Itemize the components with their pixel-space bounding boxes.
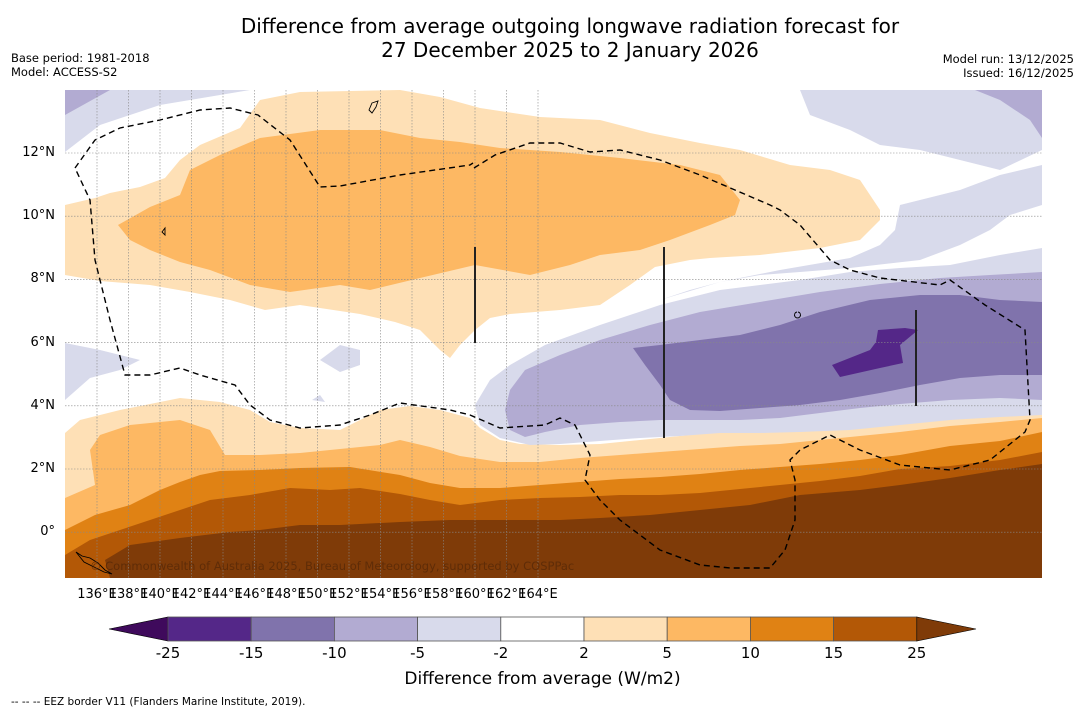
colorbar-tick-label: 2 [579,644,589,662]
issued-date: Issued: 16/12/2025 [963,66,1074,80]
meta-right: Model run: 13/12/2025 Issued: 16/12/2025 [943,52,1074,80]
x-tick-label: 144°E [203,587,243,602]
y-tick-label: 12°N [22,145,55,160]
colorbar-bin [500,616,585,642]
colorbar [108,616,977,642]
island-png-north [75,551,113,575]
colorbar-bin [417,616,502,642]
base-period: Base period: 1981-2018 [11,51,150,65]
x-tick-label: 138°E [108,587,149,602]
map-title-line2: 27 December 2025 to 2 January 2026 [381,38,759,62]
contour-neg5-patch-west [65,343,140,400]
colorbar-tick-label: 10 [740,644,760,662]
contour-pos25-south [65,464,1042,578]
model-run: Model run: 13/12/2025 [942,52,1074,66]
x-tick-label: 150°E [297,587,338,602]
colorbar-bin [333,616,418,642]
colorbar-tick-label: -15 [238,644,264,662]
map-title: Difference from average outgoing longwav… [0,14,1085,62]
contour-pos5-north [118,130,740,292]
eez-border-fsm-north [74,142,1031,569]
anomaly-field [65,90,1042,578]
x-tick-label: 158°E [423,587,464,602]
colorbar-tick-label: 25 [907,644,927,662]
x-tick-label: 148°E [266,587,306,602]
colorbar-extend-low [108,616,169,642]
contour-neg5-topleft [65,90,250,152]
x-tick-label: 142°E [171,587,212,602]
colorbar-tick-label: -2 [493,644,509,662]
contour-neg10-topleft [65,90,110,115]
y-tick-label: 10°N [22,208,55,224]
island-guam [368,100,379,114]
y-tick-label: 4°N [30,397,56,413]
contour-neg10-topright [975,90,1042,138]
x-tick-label: 140°E [140,587,180,602]
x-tick-label: 152°E [329,587,369,602]
eez-footnote: -- -- -- EEZ border V11 (Flanders Marine… [11,696,306,708]
eez-meridian-lines [474,247,917,438]
colorbar-bin [666,616,751,642]
contour-neg5-patch-mid [320,345,360,372]
model-name: Model: ACCESS-S2 [11,65,118,79]
y-tick-label: 8°N [30,271,56,287]
island-pohnpei [794,311,801,319]
colorbar-extend-high [916,616,977,642]
colorbar-tick-label: 15 [824,644,844,662]
colorbar-tick-label: -10 [322,644,347,662]
x-tick-label: 162°E [486,587,527,602]
x-tick-label: 160°E [455,587,495,602]
colorbar-bin [167,616,252,642]
colorbar-tick-label: 5 [662,644,672,662]
colorbar-tick-label: -25 [155,644,181,662]
islands [75,100,801,575]
colorbar-bin [833,616,918,642]
x-tick-label: 146°E [234,587,275,602]
meta-left: Base period: 1981-2018 Model: ACCESS-S2 [11,51,150,79]
contour-neg25-south [832,328,918,377]
copyright-notice: © Commonwealth of Australia 2025, Bureau… [90,559,575,573]
colorbar-tick-label: -5 [410,644,426,662]
contour-neg15-south [633,295,1042,411]
map-title-line1: Difference from average outgoing longwav… [240,14,900,38]
eez-borders [74,107,1031,569]
eez-border-palau-fsm [74,107,474,188]
x-tick-label: 164°E [518,587,558,602]
colorbar-bin [583,616,668,642]
y-tick-label: 0° [40,524,55,540]
y-tick-label: 2°N [30,461,56,476]
y-tick-label: 6°N [30,334,56,350]
colorbar-bin [250,616,335,642]
colorbar-bin [750,616,835,642]
island-yap [161,226,166,237]
x-tick-label: 156°E [392,587,432,602]
x-tick-label: 136°E [77,587,117,602]
colorbar-label: Difference from average (W/m2) [404,669,681,689]
contour-neg5-topright [600,90,1042,315]
x-tick-label: 154°E [360,587,401,602]
contour-neg5-patch-small [312,395,325,402]
